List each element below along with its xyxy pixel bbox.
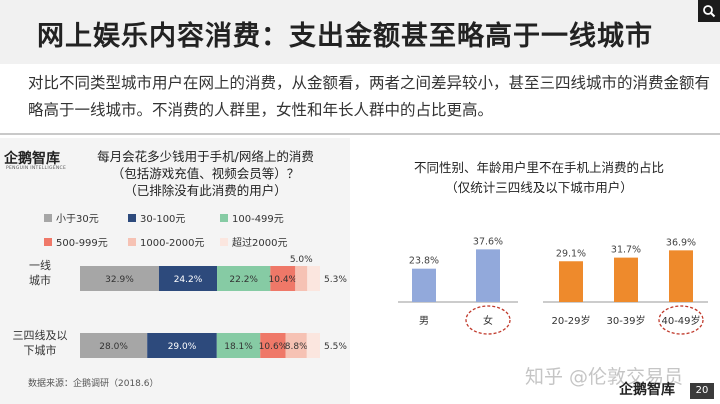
stacked-bar-segment — [147, 333, 217, 358]
divider — [0, 133, 720, 135]
data-source: 数据来源：企鹅调研（2018.6） — [28, 379, 159, 389]
data-label: 28.0% — [99, 342, 128, 352]
stacked-bar-segment — [80, 333, 148, 358]
legend-item: 100-499元 — [220, 210, 284, 225]
data-label: 32.9% — [105, 275, 134, 285]
stacked-bar-segment — [217, 266, 271, 291]
data-label: 37.6% — [473, 236, 503, 247]
data-label: 5.3% — [324, 275, 347, 285]
right-question-line2: （仅统计三四线及以下城市用户） — [445, 180, 633, 195]
legend-label: 小于30元 — [56, 214, 99, 225]
data-label: 8.8% — [285, 342, 308, 352]
legend-label: 100-499元 — [232, 214, 284, 225]
legend-label: 500-999元 — [56, 238, 108, 249]
row-label-tier34: 三四线及以 下城市 — [2, 328, 78, 358]
row-label-tier1: 一线 城市 — [22, 258, 58, 288]
legend-swatch — [128, 237, 136, 246]
page-title: 网上娱乐内容消费：支出金额甚至略高于一线城市 — [37, 21, 653, 52]
search-icon — [703, 5, 716, 18]
left-panel: 企鹅智库 PENGUIN INTELLIGENCE 每月会花多少钱用于手机/网络… — [0, 138, 350, 404]
row-label-tier34-text: 三四线及以 下城市 — [12, 329, 68, 357]
stacked-bar-segment — [158, 266, 218, 291]
left-question-line1: 每月会花多少钱用于手机/网络上的消费 — [97, 149, 314, 164]
bar — [614, 257, 638, 302]
data-label: 5.0% — [290, 255, 313, 265]
stacked-bar-segment — [80, 266, 159, 291]
data-label: 10.6% — [259, 342, 288, 352]
bar — [476, 249, 500, 302]
bar — [669, 250, 693, 302]
data-label: 36.9% — [666, 237, 696, 248]
legend-swatch — [220, 237, 228, 246]
highlight-circle — [465, 305, 511, 335]
stacked-bar-segment — [216, 333, 261, 358]
data-label: 31.7% — [611, 245, 641, 256]
data-label: 22.2% — [229, 275, 258, 285]
tick-label: 40-49岁 — [661, 314, 700, 327]
left-question-line2: （包括游戏充值、视频会员等）？ — [111, 166, 300, 181]
data-label: 24.2% — [174, 275, 203, 285]
stacked-bar-segment — [307, 266, 320, 291]
stacked-bar-segment — [295, 266, 308, 291]
data-label: 18.1% — [224, 342, 253, 352]
logo-bottom: 企鹅智库 — [619, 382, 675, 398]
right-question-line1: 不同性别、年龄用户里不在手机上消费的占比 — [413, 160, 664, 175]
highlight-circle — [658, 305, 704, 335]
title-bar: 网上娱乐内容消费：支出金额甚至略高于一线城市 — [0, 0, 720, 64]
legend-swatch — [44, 237, 52, 246]
right-panel: 不同性别、年龄用户里不在手机上消费的占比 （仅统计三四线及以下城市用户） 23.… — [358, 138, 720, 404]
data-label: 10.4% — [269, 275, 298, 285]
bar — [559, 261, 583, 302]
legend-label: 超过2000元 — [232, 238, 288, 249]
data-label: 29.0% — [168, 342, 197, 352]
tick-label: 女 — [483, 314, 493, 327]
data-label: 5.5% — [324, 342, 347, 352]
tick-label: 男 — [419, 315, 429, 327]
description-text: 对比不同类型城市用户在网上的消费，从金额看，两者之间差异较小，甚至三四线城市的消… — [28, 74, 711, 119]
legend-item: 30-100元 — [128, 210, 185, 225]
logo: 企鹅智库 — [4, 151, 60, 167]
logo-subtitle: PENGUIN INTELLIGENCE — [6, 166, 67, 171]
data-label: 23.8% — [409, 256, 439, 267]
legend-item: 小于30元 — [44, 210, 99, 225]
watermark: 知乎 @伦敦交易员 — [525, 366, 684, 388]
left-question-line3: （已排除没有此消费的用户） — [124, 183, 287, 198]
page-number: 20 — [690, 383, 714, 399]
bar — [412, 268, 436, 302]
legend-label: 1000-2000元 — [140, 238, 205, 249]
legend-label: 30-100元 — [140, 214, 186, 225]
tick-label: 20-29岁 — [551, 314, 590, 327]
data-label: 29.1% — [556, 248, 586, 259]
legend-item: 超过2000元 — [220, 234, 287, 249]
search-button[interactable] — [698, 0, 720, 22]
legend-swatch — [44, 213, 52, 222]
stacked-bar-segment — [285, 333, 307, 358]
row-label-tier1-text: 一线 城市 — [29, 259, 51, 287]
nonspending-bar-charts: 23.8% 男 37.6% 女 29.1% 20-29岁 31.7% 30-39岁 36.9% 4… — [398, 236, 708, 335]
stacked-bar-segment — [306, 333, 320, 358]
stacked-bar-chart: 32.9% 24.2% 22.2% 10.4% 5.0% 5.3% 28.0% 29.0% 18… — [80, 255, 347, 358]
legend-swatch — [128, 213, 136, 222]
stacked-bar-segment — [260, 333, 286, 358]
stacked-bar-segment — [270, 266, 296, 291]
legend-item: 1000-2000元 — [128, 234, 205, 249]
legend-item: 500-999元 — [44, 234, 108, 249]
legend-swatch — [220, 213, 228, 222]
tick-label: 30-39岁 — [606, 314, 645, 327]
